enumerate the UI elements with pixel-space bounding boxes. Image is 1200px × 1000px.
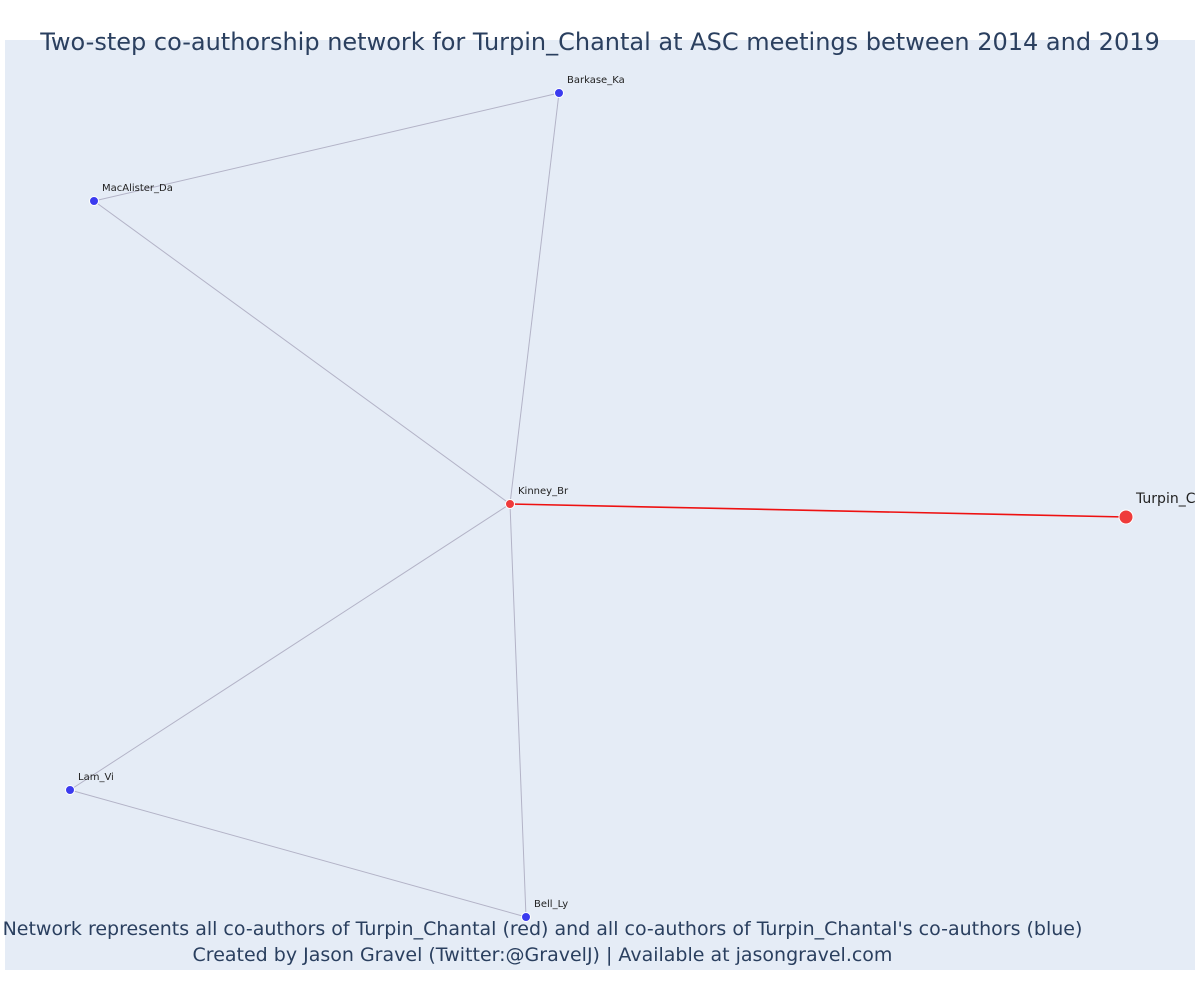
edges-layer [69, 92, 1127, 918]
chart-title: Two-step co-authorship network for Turpi… [40, 28, 1160, 56]
edge-Kinney_Br-Lam_Vi [69, 503, 511, 791]
node-label-MacAlister_Da: MacAlister_Da [102, 183, 173, 194]
node-label-Turpin_Chantal: Turpin_C [1135, 491, 1196, 507]
edge-Barkase_Ka-MacAlister_Da [93, 92, 560, 202]
node-Turpin_Chantal[interactable] [1118, 509, 1134, 525]
node-label-Kinney_Br: Kinney_Br [518, 486, 569, 497]
caption-line-1: Network represents all co-authors of Tur… [2, 918, 1083, 940]
edge-Turpin_Chantal-Kinney_Br [509, 503, 1127, 518]
caption-line-2: Created by Jason Gravel (Twitter:@Gravel… [192, 944, 893, 966]
labels-layer: Turpin_C Kinney_Br Barkase_Ka MacAlister_Da… [78, 75, 1196, 910]
node-label-Lam_Vi: Lam_Vi [78, 772, 114, 783]
nodes-layer [65, 88, 1134, 922]
edge-Lam_Vi-Bell_Ly [69, 789, 527, 918]
edge-Kinney_Br-Bell_Ly [509, 503, 527, 918]
node-Barkase_Ka[interactable] [554, 88, 564, 98]
node-Lam_Vi[interactable] [65, 785, 75, 795]
node-Bell_Ly[interactable] [521, 912, 531, 922]
edge-Kinney_Br-Barkase_Ka [509, 92, 560, 505]
node-MacAlister_Da[interactable] [89, 196, 99, 206]
edge-Kinney_Br-MacAlister_Da [93, 200, 511, 505]
node-Kinney_Br[interactable] [505, 499, 515, 509]
plot-background [5, 40, 1195, 970]
node-label-Bell_Ly: Bell_Ly [534, 899, 568, 910]
node-label-Barkase_Ka: Barkase_Ka [567, 75, 625, 86]
